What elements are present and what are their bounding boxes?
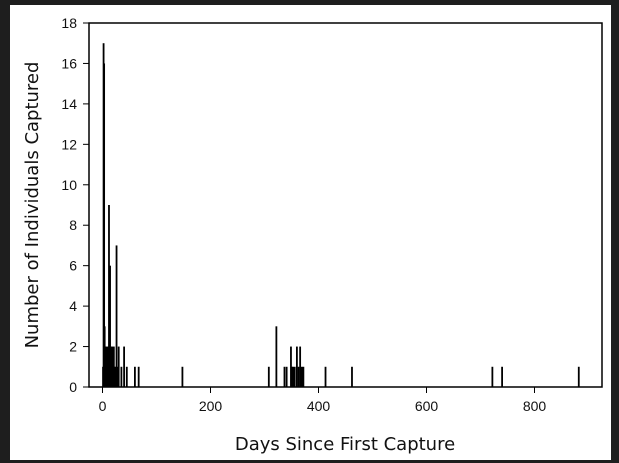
x-tick-label: 600 [415,398,439,414]
bar [113,366,116,387]
bar [120,366,123,387]
bar [267,366,270,387]
bar [181,366,184,387]
x-axis: 0 200 400 600 800 [99,387,547,414]
bar [302,366,305,387]
y-axis-title: Number of Individuals Captured [22,62,43,349]
y-tick-label: 6 [69,258,77,274]
y-tick-label: 0 [69,379,77,395]
bar [324,366,327,387]
y-tick-label: 12 [61,136,77,152]
y-tick-label: 2 [69,339,77,355]
bar [137,366,140,387]
x-tick-label: 0 [99,398,107,414]
bar [299,346,302,387]
bar [292,366,295,387]
y-tick-label: 16 [61,55,77,71]
x-axis-title: Days Since First Capture [235,434,455,455]
bar [296,346,298,387]
bar [501,366,503,387]
bar [117,346,120,387]
y-tick-label: 10 [61,177,77,193]
y-tick-label: 14 [61,96,77,112]
x-tick-label: 800 [523,398,547,414]
bars-group [102,43,580,387]
bar [290,346,292,387]
bar [114,366,117,387]
y-tick-label: 4 [69,298,77,314]
y-tick-label: 8 [69,217,77,233]
x-tick-label: 400 [307,398,331,414]
bar [134,366,136,387]
bar [108,205,110,387]
bar [115,245,118,387]
bar-chart: 0 200 400 600 800 0 2 4 6 8 10 12 14 16 18 Days Since… [22,15,603,455]
bar [283,366,286,387]
bar [351,366,353,387]
bar [125,366,128,387]
bar [116,366,119,387]
bar [103,63,106,387]
y-axis: 0 2 4 6 8 10 12 14 16 18 [61,15,89,395]
bar [285,366,288,387]
bar [297,366,300,387]
bar [293,366,296,387]
x-tick-label: 200 [199,398,223,414]
plot-area [88,22,603,388]
bar [123,346,125,387]
bar [491,366,494,387]
bar [291,366,293,387]
bar [109,265,111,387]
bar [300,366,303,387]
y-tick-label: 18 [61,15,77,31]
bar [275,326,278,387]
bar [577,366,580,387]
